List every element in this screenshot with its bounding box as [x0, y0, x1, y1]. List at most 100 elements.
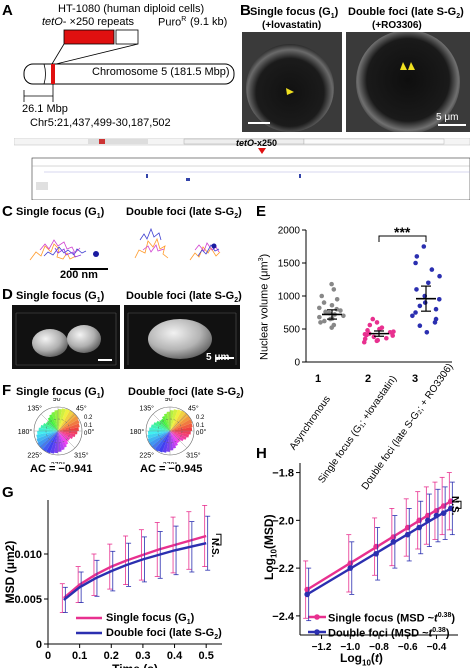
e-data-point: [421, 244, 427, 249]
g-ytick-label: 0.010: [14, 549, 42, 561]
f-angle-label: 315°: [186, 451, 201, 459]
g-ylabel: MSD (μm2): [3, 541, 17, 604]
e-data-point: [323, 309, 328, 315]
b-right-micrograph: [346, 32, 470, 132]
f-radial-tick: 0: [196, 431, 200, 437]
b-left-focus-arrow: [286, 88, 294, 95]
e-data-point: [329, 302, 335, 308]
h-data-point: [390, 539, 397, 545]
f-wheel-wedge: [170, 410, 174, 431]
chromosome-bar: [23, 63, 235, 85]
e-data-point: [417, 323, 423, 328]
f-wheel-wedge: [42, 423, 58, 431]
e-data-point: [362, 336, 368, 342]
f-angle-label: 135°: [139, 405, 154, 413]
teto-text: tetO: [42, 16, 63, 28]
h-legend-single: Single focus (MSD ~t0.38): [328, 612, 456, 625]
f-radial-tick: 0.2: [196, 415, 205, 421]
f-wheel-wedge: [47, 417, 58, 431]
position-label: 26.1 Mbp: [22, 103, 68, 115]
f-wheel-wedge: [38, 427, 58, 431]
h-data-point: [347, 560, 354, 567]
f-spoke: [152, 413, 171, 432]
h-data-point: [416, 517, 423, 524]
h-data-point: [304, 586, 310, 593]
h-ytick-label: −2.2: [272, 563, 294, 575]
h-legend-marker: [314, 629, 320, 635]
h-xtick-label: −1.2: [312, 642, 332, 653]
h-data-point: [433, 512, 440, 519]
f-wheel-wedge: [149, 427, 170, 431]
f-wheel-wedge: [58, 431, 78, 435]
nuclear-volume-chart: 0 500 1000 1500 2000: [278, 226, 452, 369]
b-right-title: Double foci (late S-G2): [348, 6, 464, 21]
d-right-scale-bar: [216, 357, 234, 359]
f-angle-label: 0°: [200, 428, 207, 436]
f-right-ac: AC = −0.945: [140, 463, 203, 475]
f-right-title: Double foci (late S-G2): [128, 386, 244, 401]
cell-line-label: HT-1080 (human diploid cells): [58, 3, 205, 15]
f-angle-label: 45°: [76, 405, 87, 413]
g-ns: N.S.: [209, 538, 220, 558]
e-data-point: [365, 328, 370, 333]
f-wheel-wedge: [150, 424, 170, 431]
e-data-point: [422, 300, 428, 305]
h-data-point: [425, 517, 431, 524]
f-wheel-wedge: [170, 409, 182, 431]
c-right-trajectory-1: [134, 227, 169, 259]
b-right-scale-bar: [438, 124, 466, 126]
h-data-point: [416, 524, 423, 531]
h-data-point: [404, 531, 411, 538]
f-wheel-wedge: [170, 431, 177, 449]
f-wheel-wedge: [147, 431, 170, 435]
b-left-micrograph: [242, 32, 342, 132]
f-radial-tick: 0.1: [84, 423, 93, 429]
construct-label: tetO- ×250 repeats: [42, 16, 134, 28]
panel-letter-c: C: [2, 203, 13, 220]
f-spoke: [57, 413, 76, 432]
h-data-point: [448, 505, 454, 512]
f-wheel-wedge: [147, 431, 170, 443]
angle-distribution-plots: 90° 45° 0° 315° 270° 225° 180° 135° 0.2 0.1 0 90° 45…: [18, 398, 207, 464]
f-wheel-wedge: [58, 431, 67, 448]
d-nucleus-1: [32, 329, 68, 357]
f-wheel-wedge: [37, 431, 58, 447]
e-data-point: [319, 293, 325, 299]
f-wheel-wedge: [153, 422, 170, 431]
locus-label: Chr5:21,437,499-30,187,502: [30, 117, 171, 129]
f-wheel-wedge: [37, 431, 58, 435]
f-angle-label: 180°: [130, 428, 145, 436]
g-ns-bracket: [216, 533, 222, 546]
f-wheel-wedge: [49, 414, 58, 431]
f-wheel-wedge: [170, 423, 193, 431]
f-spoke: [169, 413, 188, 432]
puro-box: [115, 29, 139, 45]
f-wheel-wedge: [58, 431, 65, 451]
e-data-point: [414, 287, 419, 292]
panel-letter-a: A: [2, 2, 13, 19]
e-data-point: [384, 335, 389, 341]
b-left-scale-bar: [248, 122, 270, 124]
insert-site: [51, 64, 55, 84]
repeats-text: - ×250 repeats: [62, 16, 135, 28]
f-wheel-wedge: [154, 431, 170, 452]
e-data-point: [331, 287, 337, 292]
h-xtick-label: −0.6: [398, 642, 418, 653]
e-data-point: [367, 322, 373, 328]
f-wheel-wedge: [170, 431, 178, 447]
f-spoke: [57, 430, 76, 449]
f-wheel-wedge: [58, 415, 79, 431]
g-legend-double: Double foci (late S-G2): [106, 627, 222, 642]
e-group-2: 2: [365, 373, 372, 385]
f-wheel-wedge: [162, 431, 170, 453]
f-wheel-wedge: [50, 431, 58, 454]
e-data-point: [317, 314, 322, 320]
f-wheel-wedge: [166, 431, 170, 452]
f-wheel-wedge: [170, 431, 190, 438]
f-wheel-wedge: [36, 431, 58, 443]
c-scale-bar: [70, 268, 108, 270]
g-xtick-label: 0.5: [199, 650, 214, 662]
f-wheel-wedge: [58, 431, 74, 439]
f-wheel-wedge: [170, 431, 191, 435]
f-wheel-wedge: [149, 431, 170, 447]
